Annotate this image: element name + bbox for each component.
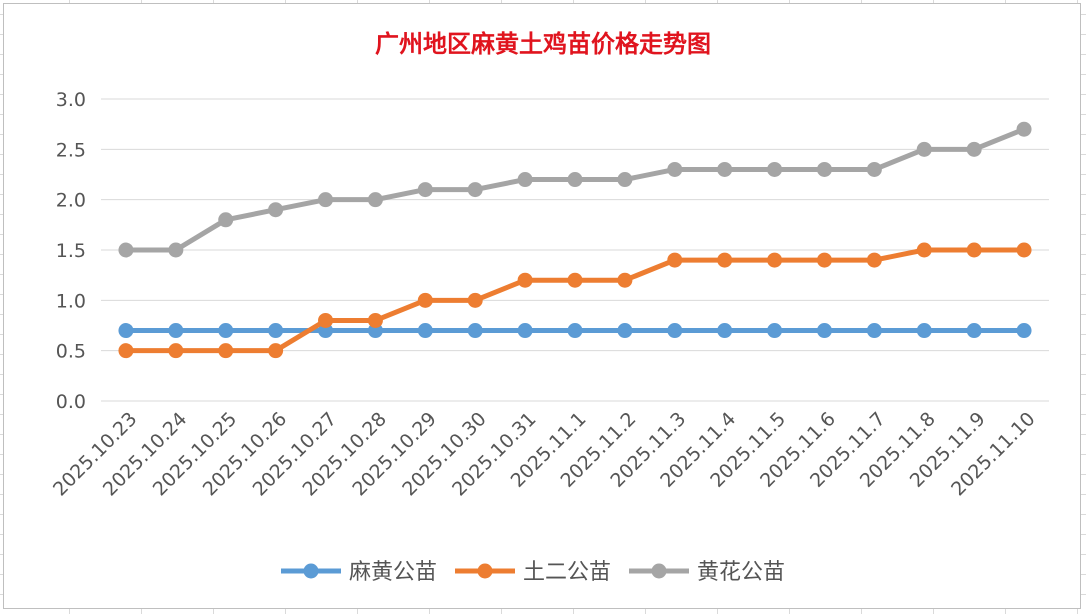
data-point xyxy=(268,323,284,339)
data-point xyxy=(218,343,234,359)
data-point xyxy=(467,292,483,308)
data-point xyxy=(916,242,932,258)
data-point xyxy=(417,323,433,339)
y-tick-label: 0.0 xyxy=(56,391,86,413)
data-point xyxy=(1016,242,1032,258)
data-point xyxy=(218,323,234,339)
data-point xyxy=(168,343,184,359)
data-point xyxy=(367,312,383,328)
legend-marker xyxy=(477,563,493,579)
data-point xyxy=(417,292,433,308)
series-2 xyxy=(118,242,1032,359)
data-point xyxy=(1016,121,1032,137)
data-point xyxy=(667,252,683,268)
series-1 xyxy=(118,323,1032,339)
data-point xyxy=(118,323,134,339)
y-tick-label: 2.5 xyxy=(56,139,86,161)
chart-title: 广州地区麻黄土鸡苗价格走势图 xyxy=(375,29,711,58)
chart-area[interactable] xyxy=(3,3,1081,609)
data-point xyxy=(1016,323,1032,339)
x-axis-ticks: 2025.10.232025.10.242025.10.252025.10.26… xyxy=(49,408,1040,500)
y-tick-label: 0.5 xyxy=(56,341,86,363)
data-point xyxy=(717,161,733,177)
data-point xyxy=(916,323,932,339)
data-point xyxy=(567,172,583,188)
data-point xyxy=(966,242,982,258)
data-point xyxy=(816,252,832,268)
gridlines xyxy=(101,98,1049,402)
data-point xyxy=(268,202,284,218)
data-point xyxy=(118,343,134,359)
data-point xyxy=(118,242,134,258)
data-point xyxy=(966,323,982,339)
data-point xyxy=(816,161,832,177)
data-point xyxy=(667,161,683,177)
data-point xyxy=(966,141,982,157)
data-point xyxy=(916,141,932,157)
data-point xyxy=(717,323,733,339)
legend-label: 土二公苗 xyxy=(523,560,611,585)
data-point xyxy=(318,192,334,208)
y-tick-label: 3.0 xyxy=(56,89,86,111)
data-point xyxy=(617,272,633,288)
legend-marker xyxy=(651,563,667,579)
data-point xyxy=(467,182,483,198)
data-point xyxy=(517,172,533,188)
legend-label: 麻黄公苗 xyxy=(349,560,437,585)
data-point xyxy=(417,182,433,198)
legend-item[interactable]: 土二公苗 xyxy=(455,560,611,585)
data-point xyxy=(218,212,234,228)
data-point xyxy=(667,323,683,339)
data-point xyxy=(767,323,783,339)
legend-marker xyxy=(303,563,319,579)
data-point xyxy=(467,323,483,339)
data-point xyxy=(168,242,184,258)
data-point xyxy=(767,161,783,177)
data-point xyxy=(866,252,882,268)
legend[interactable]: 麻黄公苗 土二公苗 黄花公苗 xyxy=(281,560,785,585)
data-point xyxy=(567,272,583,288)
data-point xyxy=(866,323,882,339)
series-3 xyxy=(118,121,1032,258)
plot-series xyxy=(118,121,1032,359)
y-tick-label: 2.0 xyxy=(56,190,86,212)
data-point xyxy=(617,323,633,339)
legend-item[interactable]: 麻黄公苗 xyxy=(281,560,437,585)
data-point xyxy=(767,252,783,268)
data-point xyxy=(517,272,533,288)
y-tick-label: 1.5 xyxy=(56,240,86,262)
legend-label: 黄花公苗 xyxy=(697,560,785,585)
y-tick-label: 1.0 xyxy=(56,290,86,312)
data-point xyxy=(168,323,184,339)
data-point xyxy=(567,323,583,339)
data-point xyxy=(617,172,633,188)
series-line xyxy=(125,126,1025,253)
data-point xyxy=(717,252,733,268)
data-point xyxy=(866,161,882,177)
data-point xyxy=(318,312,334,328)
data-point xyxy=(816,323,832,339)
legend-item[interactable]: 黄花公苗 xyxy=(629,560,785,585)
data-point xyxy=(367,192,383,208)
data-point xyxy=(517,323,533,339)
data-point xyxy=(268,343,284,359)
y-axis-ticks: 0.0 0.5 1.0 1.5 2.0 2.5 3.0 xyxy=(56,89,86,413)
